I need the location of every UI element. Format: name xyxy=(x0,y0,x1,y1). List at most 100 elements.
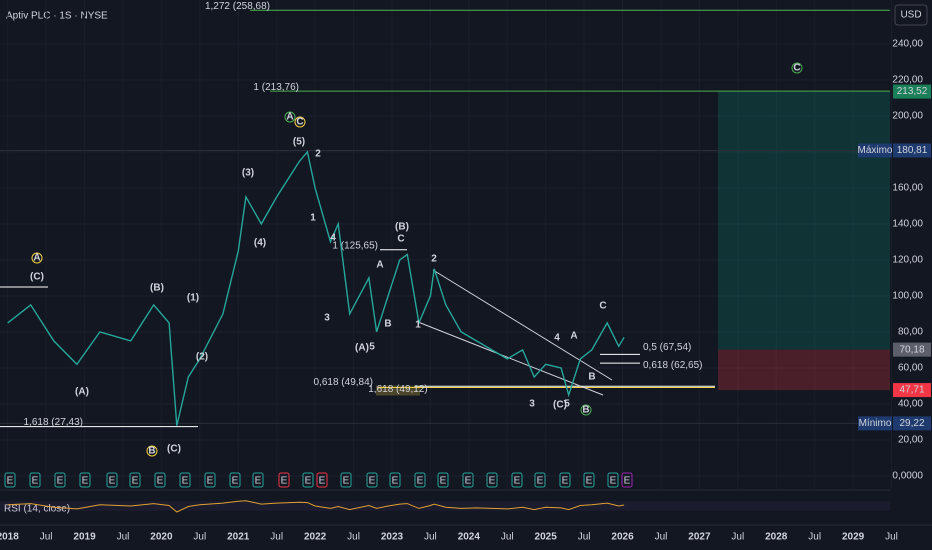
wave-label: (C) xyxy=(30,272,44,283)
price-badge-label: 70,18 xyxy=(899,344,924,355)
earnings-marker[interactable] xyxy=(414,472,426,488)
wave-label: 2 xyxy=(431,254,437,265)
earnings-label: E xyxy=(586,476,593,487)
currency-button[interactable] xyxy=(894,4,928,26)
extreme-tag-label: Mínimo xyxy=(859,418,892,429)
x-tick-label: 2020 xyxy=(150,532,173,543)
level-label: 1 (213,76) xyxy=(253,82,299,93)
level-label: 1 (125,65) xyxy=(332,240,378,251)
wave-label: C xyxy=(793,63,800,74)
price-badge xyxy=(893,143,931,158)
wave-label: (B) xyxy=(150,283,164,294)
earnings-label: E xyxy=(207,476,214,487)
y-tick-label: 160,00 xyxy=(892,183,923,194)
wave-label: 1 xyxy=(415,320,421,331)
earnings-marker[interactable] xyxy=(179,472,191,488)
earnings-marker[interactable] xyxy=(511,472,523,488)
x-tick-label: Jul xyxy=(578,532,591,543)
earnings-label: E xyxy=(537,476,544,487)
earnings-marker[interactable] xyxy=(29,472,41,488)
earnings-label: E xyxy=(343,476,350,487)
earnings-label: E xyxy=(109,476,116,487)
earnings-marker[interactable] xyxy=(462,472,474,488)
earnings-marker[interactable] xyxy=(583,472,595,488)
earnings-label: E xyxy=(624,476,631,487)
wave-label: B xyxy=(148,446,155,457)
wave-label: (3) xyxy=(242,168,254,179)
earnings-marker[interactable] xyxy=(366,472,378,488)
price-line xyxy=(7,150,625,426)
earnings-label: E xyxy=(562,476,569,487)
earnings-label: E xyxy=(392,476,399,487)
earnings-label: E xyxy=(305,476,312,487)
y-tick-label: 20,00 xyxy=(898,435,923,446)
x-tick-label: Jul xyxy=(655,532,668,543)
y-tick-label: 140,00 xyxy=(892,219,923,230)
earnings-marker[interactable] xyxy=(79,472,91,488)
rsi-label: RSI (14, close) xyxy=(4,504,70,515)
earnings-marker[interactable] xyxy=(340,472,352,488)
stop-zone xyxy=(718,349,890,391)
earnings-marker[interactable] xyxy=(154,472,166,488)
price-badge xyxy=(893,383,931,398)
earnings-marker[interactable] xyxy=(316,472,328,488)
earnings-marker[interactable] xyxy=(4,472,16,488)
x-tick-label: Jul xyxy=(808,532,821,543)
earnings-marker[interactable] xyxy=(389,472,401,488)
level-label: 0,618 (49,84) xyxy=(314,377,374,388)
wave-label: A xyxy=(570,331,577,342)
wave-label: C xyxy=(296,117,303,128)
x-tick-label: 2021 xyxy=(227,532,250,543)
extreme-tag xyxy=(858,416,892,431)
earnings-marker[interactable] xyxy=(229,472,241,488)
x-tick-label: 2026 xyxy=(611,532,634,543)
earnings-marker[interactable] xyxy=(534,472,546,488)
earnings-marker[interactable] xyxy=(106,472,118,488)
earnings-label: E xyxy=(281,476,288,487)
x-tick-label: 2028 xyxy=(765,532,788,543)
extreme-tag xyxy=(858,143,892,158)
earnings-label: E xyxy=(417,476,424,487)
x-tick-label: Jul xyxy=(424,532,437,543)
wave-circle xyxy=(580,404,592,416)
price-badge-label: 29,22 xyxy=(899,418,924,429)
chart-title: Aptiv PLC · 1S · NYSE xyxy=(6,11,108,22)
earnings-marker[interactable] xyxy=(129,472,141,488)
wave-label: (4) xyxy=(254,238,266,249)
currency[interactable]: USD xyxy=(900,10,921,21)
earnings-marker[interactable] xyxy=(621,472,633,488)
wave-label: (C) xyxy=(553,400,567,411)
wave-label: 4 xyxy=(330,233,336,244)
wave-label: (B) xyxy=(395,222,409,233)
earnings-marker[interactable] xyxy=(486,472,498,488)
price-badge-label: 213,52 xyxy=(897,86,928,97)
wave-label: 3 xyxy=(324,313,330,324)
earnings-marker[interactable] xyxy=(607,472,619,488)
earnings-label: E xyxy=(465,476,472,487)
x-tick-label: Jul xyxy=(347,532,360,543)
earnings-label: E xyxy=(489,476,496,487)
price-badge xyxy=(893,416,931,431)
earnings-marker[interactable] xyxy=(204,472,216,488)
rsi-band xyxy=(0,501,890,511)
wave-label: (2) xyxy=(196,352,208,363)
extreme-tag-label: Máximo xyxy=(857,145,892,156)
x-tick-label: 2029 xyxy=(842,532,865,543)
earnings-marker[interactable] xyxy=(302,472,314,488)
wave-label: 5 xyxy=(369,342,375,353)
earnings-marker[interactable] xyxy=(437,472,449,488)
y-tick-label: 200,00 xyxy=(892,111,923,122)
earnings-label: E xyxy=(610,476,617,487)
wave-label: C xyxy=(397,234,404,245)
earnings-marker[interactable] xyxy=(559,472,571,488)
earnings-label: E xyxy=(182,476,189,487)
earnings-marker[interactable] xyxy=(252,472,264,488)
price-badge-label: 180,81 xyxy=(897,145,928,156)
earnings-marker[interactable] xyxy=(54,472,66,488)
target-zone xyxy=(718,91,890,350)
wave-label: 5 xyxy=(564,399,570,410)
level-label: 1,618 (27,43) xyxy=(24,417,84,428)
earnings-label: E xyxy=(32,476,39,487)
earnings-marker[interactable] xyxy=(278,472,290,488)
